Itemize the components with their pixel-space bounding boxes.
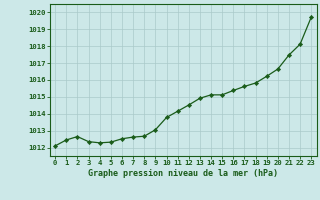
X-axis label: Graphe pression niveau de la mer (hPa): Graphe pression niveau de la mer (hPa) [88,169,278,178]
